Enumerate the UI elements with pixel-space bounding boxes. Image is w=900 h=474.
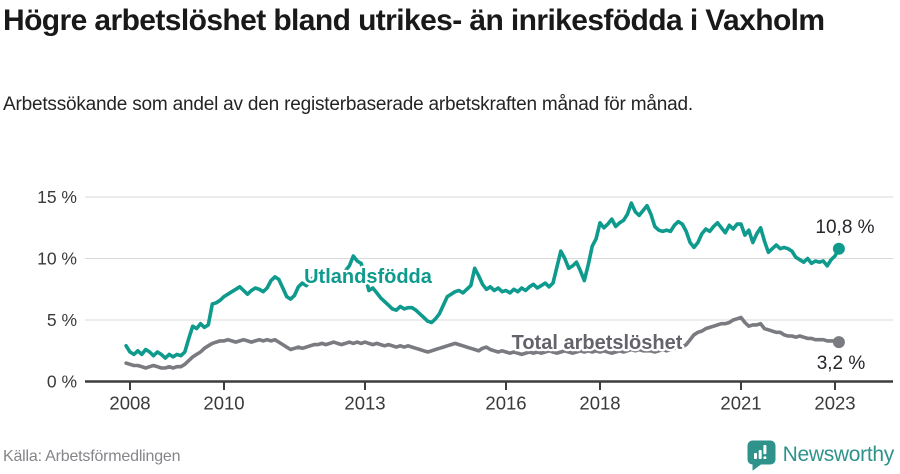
series-line-utlandsfodda <box>124 201 841 360</box>
x-axis-label: 2016 <box>485 393 526 414</box>
newsworthy-logo-icon <box>747 440 776 471</box>
chart-subtitle: Arbetssökande som andel av den registerb… <box>3 94 693 115</box>
y-axis-label: 15 % <box>37 187 77 207</box>
endpoint-value-label: 10,8 % <box>815 217 874 238</box>
source-note: Källa: Arbetsförmedlingen <box>3 448 181 465</box>
x-axis-label: 2021 <box>720 393 761 414</box>
x-axis-label: 2013 <box>344 393 385 414</box>
y-axis-label: 5 % <box>47 310 77 330</box>
x-axis-label: 2018 <box>579 393 620 414</box>
y-axis-label: 0 % <box>47 372 77 392</box>
series-line-total <box>124 315 841 370</box>
page-title: Högre arbetslöshet bland utrikes- än inr… <box>3 4 825 37</box>
newsworthy-logo-text: Newsworthy <box>782 443 895 466</box>
series-endpoint-dot <box>832 242 845 255</box>
x-axis-label: 2023 <box>814 393 855 414</box>
series-endpoint-dot <box>832 336 845 349</box>
y-axis-label: 10 % <box>37 249 77 269</box>
series-label: Utlandsfödda <box>304 266 433 288</box>
line-chart: 0 % 5 % 10 % 15 % 2008 2010 2013 2016 2018 2021 20… <box>37 187 893 414</box>
newsworthy-logo[interactable]: Newsworthy <box>747 439 894 471</box>
x-axis-label: 2008 <box>109 393 150 414</box>
x-axis-label: 2010 <box>203 393 244 414</box>
endpoint-value-label: 3,2 % <box>817 353 866 374</box>
series-label: Total arbetslöshet <box>512 332 683 354</box>
